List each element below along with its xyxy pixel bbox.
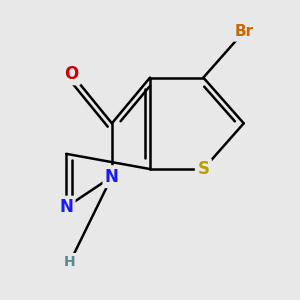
Text: N: N [59,198,73,216]
Text: H: H [64,255,76,269]
Text: O: O [64,65,79,83]
Text: S: S [197,160,209,178]
Text: Br: Br [234,24,253,39]
Text: N: N [105,168,119,186]
